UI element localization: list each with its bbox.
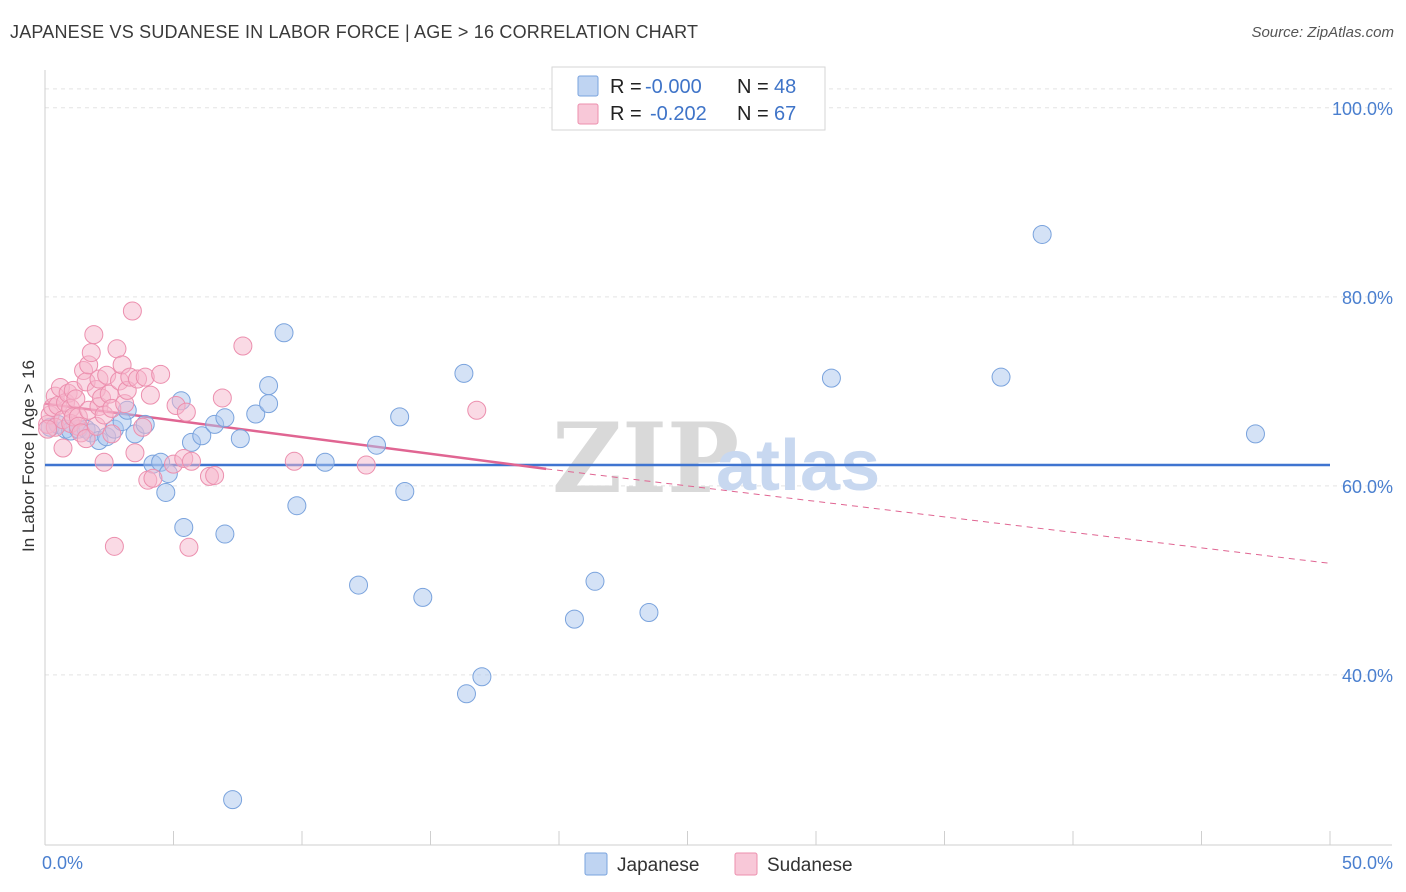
japanese-point-23 — [215, 408, 235, 428]
legend: R = -0.000 N = 48 R = -0.202 N = 67 — [551, 66, 826, 131]
sudanese-point-66 — [38, 419, 58, 439]
japanese-point-46 — [1032, 224, 1052, 244]
legend-japanese-n-label: N = — [737, 76, 769, 98]
japanese-point-33 — [349, 575, 369, 595]
sudanese-point-47 — [133, 417, 153, 437]
japanese-point-47 — [1245, 424, 1265, 444]
sudanese-point-57 — [179, 537, 199, 557]
sudanese-point-60 — [205, 465, 225, 485]
sudanese-point-44 — [122, 301, 142, 321]
japanese-point-28 — [259, 394, 279, 414]
sudanese-point-35 — [102, 424, 122, 444]
japanese-point-44 — [821, 368, 841, 388]
source-label: Source: ZipAtlas.com — [1251, 24, 1394, 41]
y-tick-label-80: 80.0% — [1342, 288, 1393, 308]
y-axis-label: In Labor Force | Age > 16 — [19, 360, 38, 552]
sudanese-point-24 — [81, 343, 101, 363]
japanese-point-19 — [174, 517, 194, 537]
sudanese-point-64 — [356, 455, 376, 475]
sudanese-point-8 — [53, 438, 73, 458]
sudanese-point-38 — [107, 339, 127, 359]
japanese-point-45 — [991, 367, 1011, 387]
sudanese-point-56 — [176, 402, 196, 422]
chart-title: JAPANESE VS SUDANESE IN LABOR FORCE | AG… — [10, 22, 699, 42]
japanese-point-39 — [456, 684, 476, 704]
legend-sudanese-r: -0.202 — [650, 103, 707, 125]
sudanese-point-37 — [104, 536, 124, 556]
watermark: ZIP atlas — [552, 402, 880, 515]
japanese-point-31 — [287, 496, 307, 516]
sudanese-point-65 — [467, 400, 487, 420]
sudanese-point-52 — [151, 364, 171, 384]
legend-japanese-r: -0.000 — [645, 76, 702, 98]
japanese-point-34 — [367, 435, 387, 455]
japanese-point-27 — [246, 404, 266, 424]
legend-japanese-n: 48 — [774, 76, 796, 98]
x-tick-label-min: 0.0% — [42, 853, 83, 873]
japanese-point-24 — [215, 524, 235, 544]
y-tick-label-40: 40.0% — [1342, 666, 1393, 686]
x-tick-label-max: 50.0% — [1342, 853, 1393, 873]
sudanese-point-45 — [125, 443, 145, 463]
legend-japanese-swatch — [577, 75, 599, 97]
sudanese-point-21 — [76, 429, 96, 449]
japanese-point-43 — [639, 603, 659, 622]
sudanese-point-31 — [94, 452, 114, 472]
gridlines — [45, 88, 1392, 676]
sudanese-point-63 — [284, 451, 304, 471]
sudanese-point-48 — [135, 367, 155, 387]
legend-sudanese-n-label: N = — [737, 103, 769, 125]
japanese-point-36 — [395, 482, 415, 502]
japanese-point-30 — [274, 323, 294, 343]
japanese-point-38 — [454, 363, 474, 383]
sudanese-point-62 — [233, 336, 253, 356]
axes — [44, 70, 1392, 846]
data-points — [38, 224, 1265, 810]
sudanese-point-25 — [84, 325, 104, 345]
japanese-point-32 — [315, 452, 335, 472]
japanese-point-35 — [390, 407, 410, 427]
legend-sudanese-swatch — [577, 103, 599, 125]
bottom-legend-japanese-swatch — [584, 852, 608, 876]
japanese-point-40 — [472, 667, 492, 687]
japanese-point-26 — [230, 429, 250, 449]
japanese-point-25 — [223, 790, 243, 810]
y-tick-label-100: 100.0% — [1332, 99, 1393, 119]
sudanese-point-50 — [140, 385, 160, 405]
sudanese-point-61 — [212, 388, 232, 408]
legend-japanese-r-label: R = — [610, 76, 642, 98]
japanese-point-42 — [585, 571, 605, 591]
sudanese-point-51 — [143, 468, 163, 488]
bottom-legend-japanese: Japanese — [617, 855, 699, 876]
japanese-point-16 — [156, 482, 176, 502]
y-tick-labels: 40.0% 60.0% 80.0% 100.0% — [1332, 99, 1393, 686]
bottom-legend-sudanese: Sudanese — [767, 855, 853, 876]
bottom-legend-sudanese-swatch — [734, 852, 758, 876]
legend-sudanese-r-label: R = — [610, 103, 642, 125]
japanese-point-21 — [192, 426, 212, 446]
japanese-point-37 — [413, 587, 433, 607]
japanese-point-41 — [564, 609, 584, 629]
legend-sudanese-n: 67 — [774, 103, 796, 125]
watermark-zip: ZIP — [552, 402, 739, 515]
bottom-legend: Japanese Sudanese — [584, 852, 853, 876]
japanese-point-29 — [259, 376, 279, 396]
y-tick-label-60: 60.0% — [1342, 477, 1393, 497]
sudanese-point-58 — [181, 451, 201, 471]
x-tick-labels: 0.0% 50.0% — [42, 853, 1393, 873]
